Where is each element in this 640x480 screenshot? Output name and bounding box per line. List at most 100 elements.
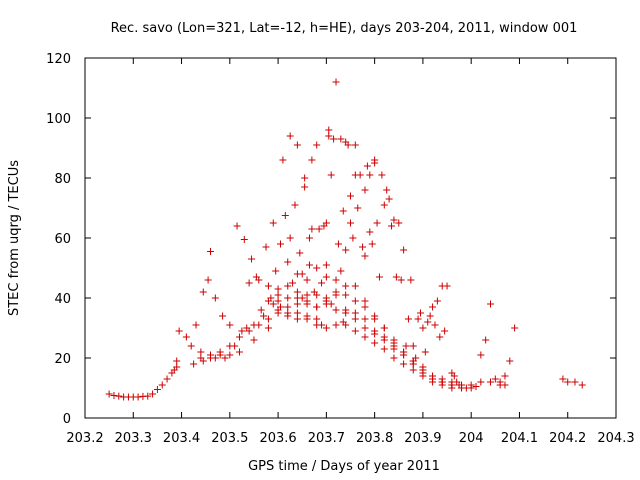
data-point: [291, 201, 299, 209]
data-point: [257, 306, 265, 314]
data-point: [501, 381, 509, 389]
data-point: [342, 282, 350, 290]
data-point: [301, 183, 309, 191]
data-point: [363, 162, 371, 170]
data-point: [409, 360, 417, 368]
data-point: [482, 336, 490, 344]
data-point: [361, 186, 369, 194]
data-point: [293, 294, 301, 302]
data-point: [392, 273, 400, 281]
data-point: [388, 222, 396, 230]
data-point: [182, 333, 190, 341]
plot-frame: [84, 57, 617, 419]
x-tick-label: 204: [459, 431, 484, 446]
data-point: [371, 339, 379, 347]
data-point: [361, 315, 369, 323]
data-point: [313, 315, 321, 323]
x-tick-label: 203.7: [308, 431, 345, 446]
y-tick-label: 0: [63, 412, 71, 427]
data-point: [400, 246, 408, 254]
data-point: [303, 276, 311, 284]
data-point: [371, 327, 379, 335]
data-point: [421, 348, 429, 356]
data-point: [347, 192, 354, 200]
data-point: [269, 300, 277, 308]
y-tick-label: 120: [46, 52, 71, 67]
data-point: [486, 378, 494, 386]
data-point: [305, 234, 313, 242]
data-point: [390, 354, 398, 362]
data-point: [397, 276, 405, 284]
data-point: [281, 212, 289, 219]
data-point: [313, 264, 321, 272]
data-point: [199, 288, 207, 296]
data-point: [429, 375, 437, 383]
data-point: [477, 378, 485, 386]
data-point: [491, 375, 499, 383]
data-point: [366, 171, 374, 179]
data-point: [342, 246, 350, 254]
data-point: [351, 297, 359, 305]
data-point: [448, 381, 456, 389]
data-point: [322, 324, 330, 332]
data-point: [450, 372, 458, 380]
data-points: [105, 78, 586, 401]
data-point: [400, 351, 408, 359]
data-point: [375, 273, 383, 281]
x-tick-label: 203.4: [163, 431, 200, 446]
data-point: [284, 312, 292, 320]
y-tick-label: 60: [54, 232, 71, 247]
data-point: [330, 135, 338, 143]
data-point: [385, 195, 393, 203]
data-point: [332, 306, 340, 314]
data-point: [458, 381, 466, 389]
data-point: [115, 392, 123, 400]
data-point: [303, 315, 311, 323]
data-point: [332, 321, 340, 329]
data-point: [190, 360, 198, 368]
data-point: [426, 312, 434, 320]
data-point: [429, 303, 437, 311]
data-point: [404, 315, 412, 323]
data-point: [153, 386, 161, 393]
data-point: [327, 171, 335, 179]
data-point: [351, 282, 359, 290]
data-point: [274, 291, 282, 299]
data-point: [144, 392, 152, 400]
chart-title: Rec. savo (Lon=321, Lat=-12, h=HE), days…: [111, 21, 578, 36]
data-point: [163, 375, 171, 383]
data-point: [216, 348, 224, 356]
x-tick-label: 203.6: [259, 431, 296, 446]
data-point: [351, 309, 359, 317]
data-point: [390, 216, 398, 224]
data-point: [325, 132, 333, 140]
data-point: [351, 141, 359, 149]
data-point: [305, 261, 313, 269]
x-tick-label: 204.1: [501, 431, 538, 446]
data-point: [235, 333, 243, 341]
data-point: [264, 297, 272, 305]
data-point: [419, 369, 427, 377]
data-point: [175, 327, 183, 335]
data-point: [472, 383, 480, 390]
data-point: [211, 294, 219, 302]
data-point: [486, 300, 494, 308]
data-point: [578, 381, 586, 389]
x-tick-label: 203.3: [115, 431, 152, 446]
data-point: [187, 342, 195, 350]
data-point: [284, 294, 292, 302]
data-point: [351, 327, 359, 335]
data-point: [264, 324, 272, 332]
data-point: [443, 282, 451, 290]
data-point: [293, 315, 301, 323]
data-point: [301, 174, 309, 182]
data-point: [496, 378, 504, 386]
data-point: [313, 291, 321, 299]
data-point: [240, 236, 248, 243]
data-point: [255, 276, 263, 284]
data-point: [315, 225, 323, 233]
data-point: [322, 261, 330, 269]
data-point: [303, 291, 311, 299]
data-point: [255, 321, 263, 329]
x-tick-label: 203.2: [66, 431, 103, 446]
